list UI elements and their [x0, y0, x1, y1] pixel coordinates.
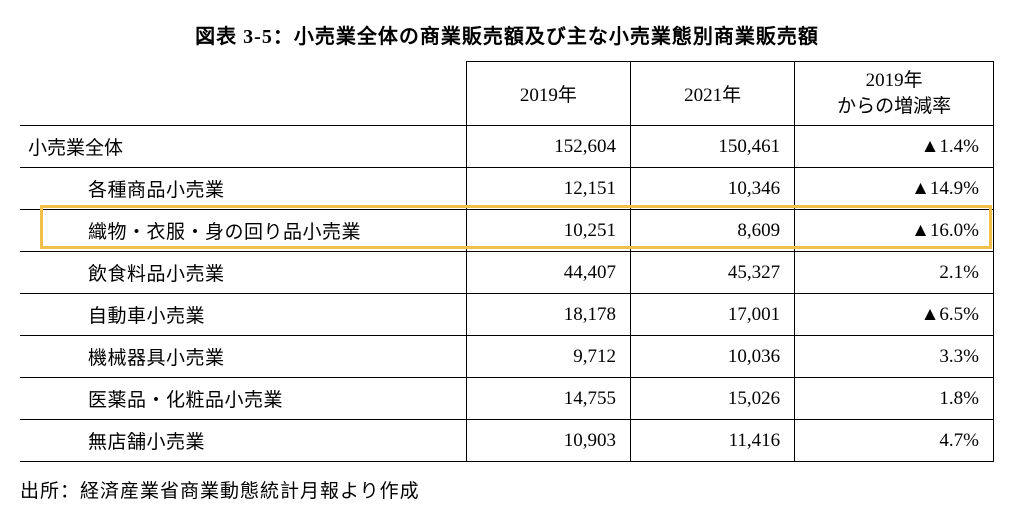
header-rate-line1: 2019年	[866, 70, 923, 91]
table-row-highlighted: 織物・衣服・身の回り品小売業 10,251 8,609 ▲16.0%	[20, 210, 994, 252]
row-y1: 10,903	[466, 420, 630, 462]
header-rate-line2: からの増減率	[837, 96, 951, 117]
row-label: 無店舗小売業	[20, 420, 466, 462]
table-header-row: 2019年 2021年 2019年 からの増減率	[20, 62, 994, 126]
row-rate: 2.1%	[795, 252, 994, 294]
row-rate: ▲16.0%	[795, 210, 994, 252]
row-label: 小売業全体	[20, 126, 466, 168]
table-row: 医薬品・化粧品小売業 14,755 15,026 1.8%	[20, 378, 994, 420]
header-blank	[20, 62, 466, 126]
row-label: 自動車小売業	[20, 294, 466, 336]
row-label: 医薬品・化粧品小売業	[20, 378, 466, 420]
row-label: 各種商品小売業	[20, 168, 466, 210]
row-y2: 8,609	[631, 210, 795, 252]
header-2021: 2021年	[631, 62, 795, 126]
table-title: 図表 3-5：小売業全体の商業販売額及び主な小売業態別商業販売額	[20, 20, 994, 49]
row-rate: ▲1.4%	[795, 126, 994, 168]
row-rate: ▲6.5%	[795, 294, 994, 336]
row-y2: 45,327	[631, 252, 795, 294]
row-y2: 150,461	[631, 126, 795, 168]
retail-sales-table: 2019年 2021年 2019年 からの増減率 小売業全体 152,604 1…	[20, 61, 994, 462]
table-row: 無店舗小売業 10,903 11,416 4.7%	[20, 420, 994, 462]
header-rate: 2019年 からの増減率	[795, 62, 994, 126]
table-row: 各種商品小売業 12,151 10,346 ▲14.9%	[20, 168, 994, 210]
row-y2: 17,001	[631, 294, 795, 336]
table-row: 機械器具小売業 9,712 10,036 3.3%	[20, 336, 994, 378]
row-y2: 10,346	[631, 168, 795, 210]
header-2019: 2019年	[466, 62, 630, 126]
row-y2: 15,026	[631, 378, 795, 420]
source-note: 出所：経済産業省商業動態統計月報より作成	[20, 476, 994, 503]
row-rate: 1.8%	[795, 378, 994, 420]
row-y1: 152,604	[466, 126, 630, 168]
row-rate: 3.3%	[795, 336, 994, 378]
row-y1: 9,712	[466, 336, 630, 378]
row-y1: 12,151	[466, 168, 630, 210]
row-y1: 10,251	[466, 210, 630, 252]
row-y2: 10,036	[631, 336, 795, 378]
row-y1: 18,178	[466, 294, 630, 336]
row-y1: 14,755	[466, 378, 630, 420]
row-y1: 44,407	[466, 252, 630, 294]
row-label: 機械器具小売業	[20, 336, 466, 378]
table-container: 2019年 2021年 2019年 からの増減率 小売業全体 152,604 1…	[20, 61, 994, 462]
row-label: 飲食料品小売業	[20, 252, 466, 294]
table-row: 飲食料品小売業 44,407 45,327 2.1%	[20, 252, 994, 294]
row-rate: 4.7%	[795, 420, 994, 462]
table-row: 小売業全体 152,604 150,461 ▲1.4%	[20, 126, 994, 168]
row-rate: ▲14.9%	[795, 168, 994, 210]
row-label: 織物・衣服・身の回り品小売業	[20, 210, 466, 252]
table-row: 自動車小売業 18,178 17,001 ▲6.5%	[20, 294, 994, 336]
row-y2: 11,416	[631, 420, 795, 462]
